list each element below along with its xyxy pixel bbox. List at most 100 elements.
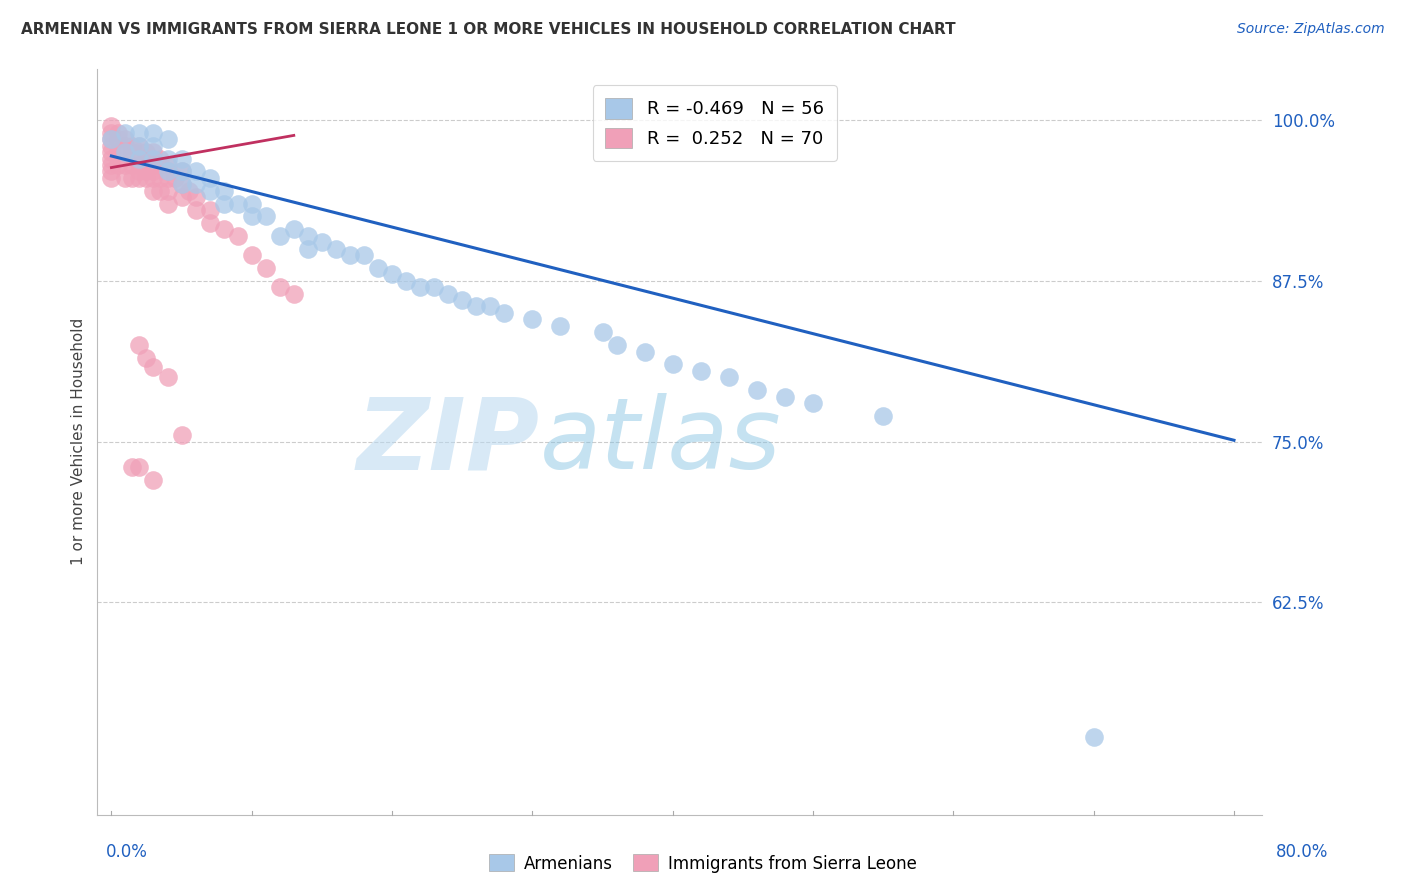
Point xyxy=(135,145,157,160)
Point xyxy=(149,158,172,172)
Point xyxy=(269,280,291,294)
Legend: Armenians, Immigrants from Sierra Leone: Armenians, Immigrants from Sierra Leone xyxy=(482,847,924,880)
Point xyxy=(156,164,179,178)
Point xyxy=(142,158,165,172)
Point xyxy=(100,158,122,172)
Point xyxy=(606,338,628,352)
Point xyxy=(156,184,179,198)
Point xyxy=(142,138,165,153)
Point xyxy=(325,242,347,256)
Point xyxy=(100,152,122,166)
Point xyxy=(107,158,129,172)
Point xyxy=(100,145,122,160)
Point xyxy=(339,248,361,262)
Point xyxy=(872,409,894,423)
Point xyxy=(128,338,150,352)
Point xyxy=(283,286,305,301)
Point xyxy=(114,138,136,153)
Point xyxy=(198,184,221,198)
Point xyxy=(100,164,122,178)
Point xyxy=(114,145,136,160)
Point xyxy=(100,132,122,146)
Point xyxy=(254,210,277,224)
Point xyxy=(135,170,157,185)
Point xyxy=(409,280,432,294)
Point xyxy=(240,210,263,224)
Point xyxy=(121,460,143,475)
Point xyxy=(212,222,235,236)
Point xyxy=(297,228,319,243)
Point xyxy=(142,126,165,140)
Point xyxy=(226,228,249,243)
Point xyxy=(184,178,207,192)
Point xyxy=(149,170,172,185)
Point xyxy=(479,300,502,314)
Point xyxy=(121,138,143,153)
Point xyxy=(184,190,207,204)
Point xyxy=(156,132,179,146)
Point xyxy=(100,132,122,146)
Point xyxy=(465,300,488,314)
Point xyxy=(128,145,150,160)
Point xyxy=(297,242,319,256)
Point xyxy=(367,260,389,275)
Point xyxy=(142,170,165,185)
Y-axis label: 1 or more Vehicles in Household: 1 or more Vehicles in Household xyxy=(72,318,86,566)
Point xyxy=(142,152,165,166)
Point xyxy=(107,132,129,146)
Point xyxy=(142,359,165,374)
Point xyxy=(142,152,165,166)
Point xyxy=(156,370,179,384)
Point xyxy=(100,138,122,153)
Point xyxy=(142,145,165,160)
Point xyxy=(156,152,179,166)
Point xyxy=(128,138,150,153)
Point xyxy=(522,312,544,326)
Point xyxy=(689,364,711,378)
Point xyxy=(121,145,143,160)
Point xyxy=(451,293,474,307)
Point xyxy=(100,126,122,140)
Text: Source: ZipAtlas.com: Source: ZipAtlas.com xyxy=(1237,22,1385,37)
Point xyxy=(163,170,186,185)
Point xyxy=(156,170,179,185)
Point xyxy=(170,152,193,166)
Point xyxy=(311,235,333,249)
Point xyxy=(801,396,824,410)
Point xyxy=(353,248,375,262)
Point xyxy=(170,178,193,192)
Point xyxy=(198,202,221,217)
Point xyxy=(121,170,143,185)
Point xyxy=(381,268,404,282)
Point xyxy=(128,170,150,185)
Point xyxy=(177,184,200,198)
Point xyxy=(1083,731,1105,745)
Point xyxy=(717,370,740,384)
Point xyxy=(121,158,143,172)
Point xyxy=(135,351,157,365)
Point xyxy=(773,390,796,404)
Text: 0.0%: 0.0% xyxy=(105,843,148,861)
Point xyxy=(114,170,136,185)
Point xyxy=(184,202,207,217)
Point xyxy=(100,120,122,134)
Text: atlas: atlas xyxy=(540,393,782,490)
Point xyxy=(156,196,179,211)
Point xyxy=(128,460,150,475)
Point xyxy=(494,306,516,320)
Text: 80.0%: 80.0% xyxy=(1277,843,1329,861)
Point xyxy=(240,196,263,211)
Point xyxy=(437,286,460,301)
Point xyxy=(100,170,122,185)
Point xyxy=(156,164,179,178)
Point xyxy=(254,260,277,275)
Point xyxy=(226,196,249,211)
Legend: R = -0.469   N = 56, R =  0.252   N = 70: R = -0.469 N = 56, R = 0.252 N = 70 xyxy=(593,85,837,161)
Point xyxy=(142,184,165,198)
Point xyxy=(184,164,207,178)
Text: ZIP: ZIP xyxy=(357,393,540,490)
Point xyxy=(135,152,157,166)
Point xyxy=(212,184,235,198)
Point xyxy=(423,280,446,294)
Point xyxy=(135,164,157,178)
